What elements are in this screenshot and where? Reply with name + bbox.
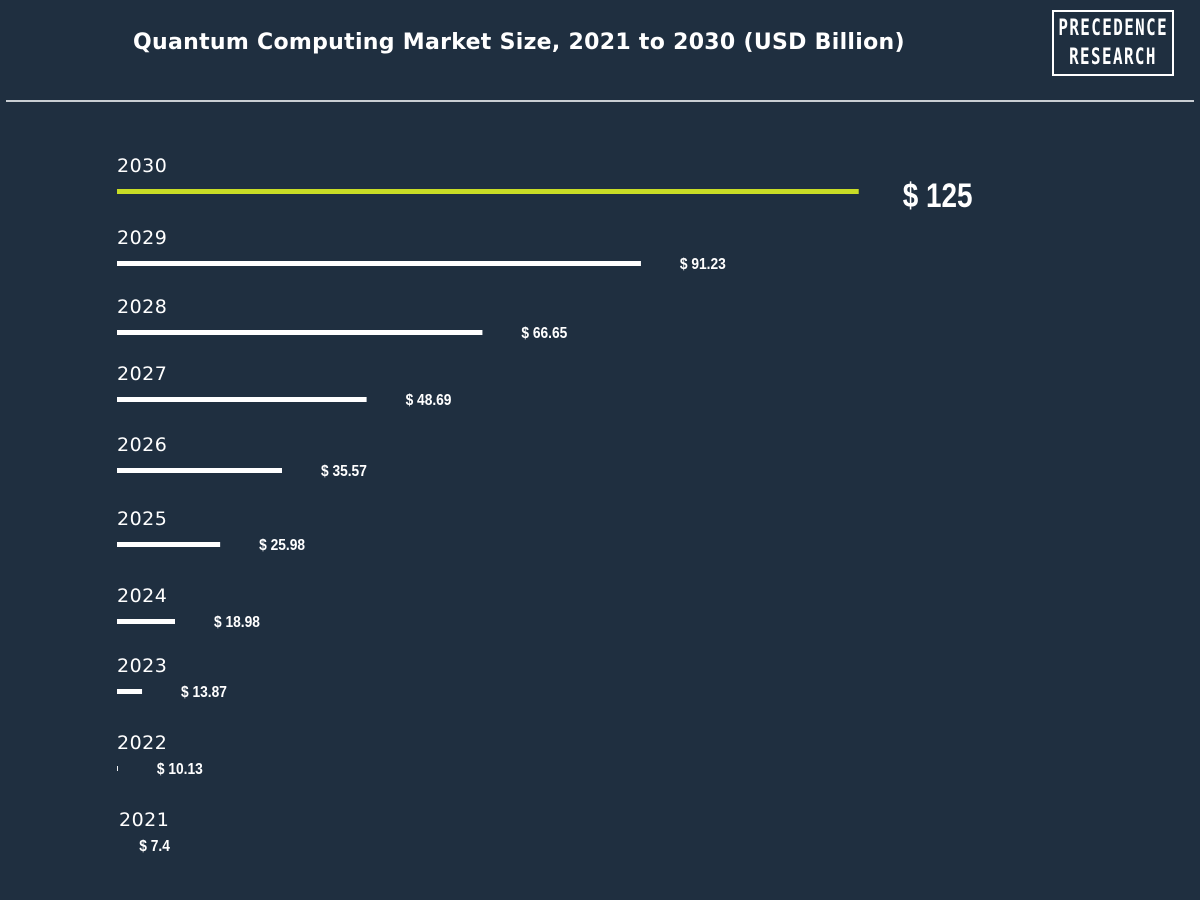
bar-2024 xyxy=(117,619,176,624)
logo-line-1: PRECEDENCE xyxy=(1058,16,1168,41)
bar-2025 xyxy=(117,542,221,547)
year-label-2023: 2023 xyxy=(117,655,167,677)
logo-line-2: RESEARCH xyxy=(1069,45,1157,70)
precedence-research-logo: PRECEDENCE RESEARCH xyxy=(1052,10,1174,76)
bar-2022 xyxy=(117,766,118,771)
value-label-2024: $ 18.98 xyxy=(214,613,260,631)
bar-2029 xyxy=(117,261,641,266)
bar-2028 xyxy=(117,330,483,335)
value-label-2023: $ 13.87 xyxy=(181,683,227,701)
value-label-2021: $ 7.4 xyxy=(139,837,170,855)
year-label-2021: 2021 xyxy=(119,809,169,831)
value-label-2028: $ 66.65 xyxy=(521,324,567,342)
year-label-2024: 2024 xyxy=(117,585,167,607)
value-label-2026: $ 35.57 xyxy=(321,462,367,480)
year-label-2029: 2029 xyxy=(117,227,167,249)
value-label-2022: $ 10.13 xyxy=(157,760,203,778)
year-label-2026: 2026 xyxy=(117,434,167,456)
bar-2030 xyxy=(117,189,859,194)
bar-2027 xyxy=(117,397,367,402)
value-label-2029: $ 91.23 xyxy=(680,255,726,273)
value-label-2027: $ 48.69 xyxy=(406,391,452,409)
year-label-2025: 2025 xyxy=(117,508,167,530)
header-divider xyxy=(6,100,1194,102)
value-label-2030: $ 125 xyxy=(903,176,973,214)
year-label-2027: 2027 xyxy=(117,363,167,385)
year-label-2022: 2022 xyxy=(117,732,167,754)
value-label-2025: $ 25.98 xyxy=(259,536,305,554)
year-label-2028: 2028 xyxy=(117,296,167,318)
year-label-2030: 2030 xyxy=(117,155,167,177)
bar-2023 xyxy=(117,689,143,694)
chart-title: Quantum Computing Market Size, 2021 to 2… xyxy=(133,30,905,55)
bar-2026 xyxy=(117,468,282,473)
